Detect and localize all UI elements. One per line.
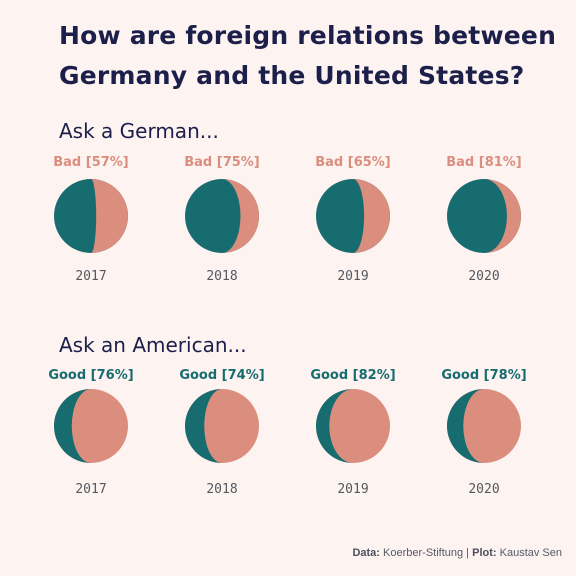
moon-label-2017-american: Good [76%] <box>48 368 133 383</box>
year-label-2019-american: 2019 <box>337 482 368 497</box>
source-data-value: Koerber-Stiftung <box>383 547 464 559</box>
source-plot-label: Plot: <box>472 547 497 559</box>
section-title-german: Ask a German... <box>59 119 219 143</box>
moon-highlight-2020-german <box>484 179 521 253</box>
moon-disc-2020-german <box>447 179 521 253</box>
moon-label-2019-german: Bad [65%] <box>315 155 391 170</box>
moon-label-2020-american: Good [78%] <box>441 368 526 383</box>
moon-label-2019-american: Good [82%] <box>310 368 395 383</box>
year-label-2017-american: 2017 <box>75 482 106 497</box>
year-label-2020-german: 2020 <box>468 269 499 284</box>
year-label-2019-german: 2019 <box>337 269 368 284</box>
source-separator: | <box>463 547 473 559</box>
moon-highlight-2018-german <box>222 179 259 253</box>
year-label-2017-german: 2017 <box>75 269 106 284</box>
moon-highlight-2017-american <box>54 389 91 463</box>
moon-highlight-2018-american <box>185 389 222 463</box>
moon-label-2017-german: Bad [57%] <box>53 155 129 170</box>
source-credit: Data: Koerber-Stiftung | Plot: Kaustav S… <box>352 547 562 559</box>
moon-highlight-2019-german <box>353 179 390 253</box>
year-label-2018-german: 2018 <box>206 269 237 284</box>
moon-highlight-2019-american <box>316 389 353 463</box>
moon-label-2020-german: Bad [81%] <box>446 155 522 170</box>
moon-label-2018-american: Good [74%] <box>179 368 264 383</box>
section-title-american: Ask an American... <box>59 333 247 357</box>
source-plot-value: Kaustav Sen <box>499 547 562 559</box>
moon-label-2018-german: Bad [75%] <box>184 155 260 170</box>
moon-disc-2019-american <box>316 389 390 463</box>
source-data-label: Data: <box>352 547 380 559</box>
year-label-2020-american: 2020 <box>468 482 499 497</box>
year-label-2018-american: 2018 <box>206 482 237 497</box>
moon-highlight-2020-american <box>447 389 484 463</box>
chart-title: How are foreign relations between German… <box>59 21 557 90</box>
moon-highlight-2017-german <box>91 179 128 253</box>
